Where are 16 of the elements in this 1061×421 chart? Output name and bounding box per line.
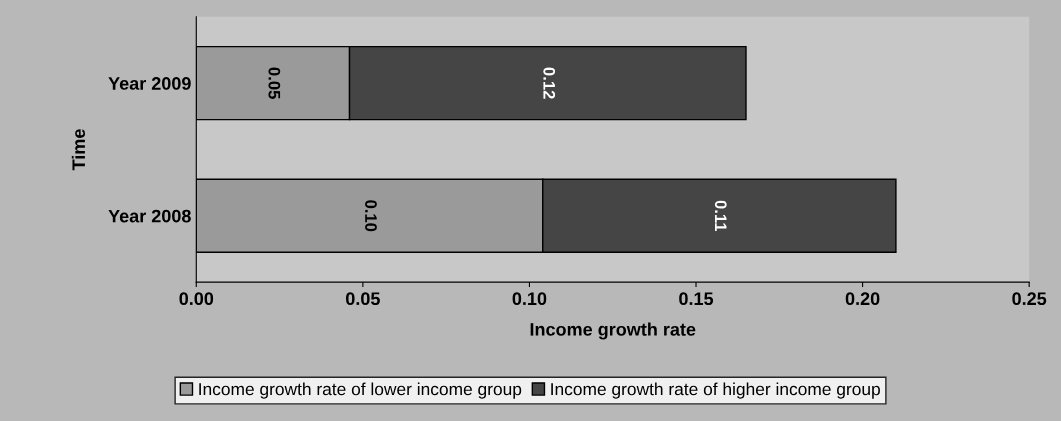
- data-label: 0.10: [365, 200, 377, 232]
- x-tick-label: 0.25: [1012, 292, 1047, 306]
- data-label: 0.11: [714, 200, 727, 232]
- y-tick-label: Year 2008: [108, 209, 191, 223]
- x-tick-label: 0.05: [346, 292, 380, 306]
- y-axis-title: Time: [71, 129, 86, 171]
- x-tick-label: 0.15: [679, 292, 714, 306]
- x-tick-label: 0.10: [512, 292, 547, 306]
- legend-label: Income growth rate of higher income group: [551, 382, 880, 399]
- legend-label: Income growth rate of lower income group: [199, 382, 522, 399]
- y-tick-label: Year 2009: [108, 77, 191, 90]
- data-label: 0.12: [543, 67, 556, 99]
- x-tick-label: 0.20: [845, 292, 880, 306]
- x-axis-title: Income growth rate: [530, 322, 696, 340]
- data-label: 0.05: [268, 67, 281, 99]
- x-tick-label: 0.00: [179, 292, 214, 306]
